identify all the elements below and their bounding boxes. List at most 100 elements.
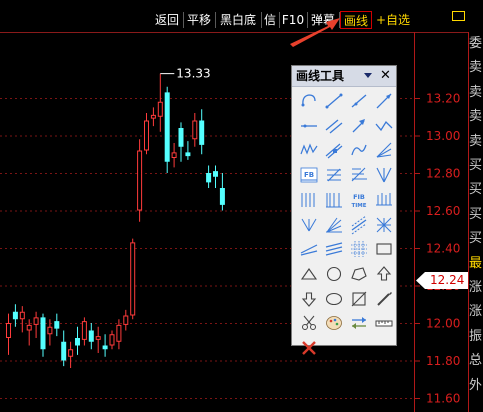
gann-fan-tool-icon[interactable]: [374, 140, 394, 160]
window-toggle-icon[interactable]: [452, 11, 465, 21]
order-book-label: 涨: [469, 280, 483, 295]
draw-line-button[interactable]: 画线: [340, 11, 372, 29]
fibonacci-tool-icon[interactable]: FB: [299, 165, 319, 185]
order-book-label: 买: [469, 206, 483, 222]
price-channel-tool-icon[interactable]: [324, 140, 344, 160]
candle: [68, 341, 74, 368]
rays-tool-icon[interactable]: [299, 239, 319, 259]
candle-body-down: [199, 120, 205, 145]
zigzag-tool-icon[interactable]: [374, 116, 394, 136]
ellipse-tool-icon[interactable]: [324, 289, 344, 309]
candle: [144, 113, 149, 155]
back-button[interactable]: 返回: [154, 13, 179, 27]
order-book-label: 总: [469, 353, 483, 369]
kline-chart[interactable]: 13.2013.0012.8012.6012.4012.2012.0011.80…: [0, 32, 469, 412]
grid-tool-icon[interactable]: [349, 239, 369, 259]
drawing-tools-panel: 画线工具 ✕ FB FIB TIME: [291, 65, 397, 355]
y-tick-label: 12.80: [426, 167, 460, 181]
line-segment-tool-icon[interactable]: [324, 91, 344, 111]
order-book-label: 买: [469, 231, 483, 247]
triple-lines-tool-icon[interactable]: [324, 239, 344, 259]
candle: [75, 326, 80, 355]
drawing-tools-title: 画线工具: [296, 69, 345, 83]
shape-tool-icon[interactable]: [349, 264, 369, 284]
info-button[interactable]: 信: [263, 13, 276, 27]
candle: [171, 143, 177, 168]
wave-tool-icon[interactable]: [299, 140, 319, 160]
order-book-label: 买: [469, 158, 483, 173]
candle-body-up: [150, 114, 156, 119]
angle-fan-tool-icon[interactable]: [374, 165, 394, 185]
candle: [116, 319, 122, 350]
candle: [130, 238, 136, 320]
down-arrow-mark-tool-icon[interactable]: [299, 289, 319, 309]
candle-body-down: [185, 152, 191, 157]
y-tick-label: 11.80: [426, 354, 460, 368]
candle-body-up: [6, 323, 11, 338]
candle: [102, 334, 108, 357]
drawing-tools-titlebar[interactable]: 画线工具 ✕: [292, 66, 396, 87]
crossed-shape-tool-icon[interactable]: [349, 289, 369, 309]
toolbar-divider: [339, 12, 340, 28]
palette-tool-icon[interactable]: [324, 313, 344, 333]
vertical-lines-tool-icon[interactable]: [299, 190, 319, 210]
candle-body-up: [116, 324, 122, 342]
black-white-bg-button[interactable]: 黑白底: [219, 13, 256, 27]
delete-tool-icon[interactable]: [299, 338, 319, 358]
tick-lines-tool-icon[interactable]: [374, 190, 394, 210]
candle-body-up: [144, 120, 149, 151]
candle-body-down: [206, 173, 212, 183]
svg-text:FB: FB: [304, 171, 314, 179]
speed-lines-tool-icon[interactable]: [324, 215, 344, 235]
candle: [157, 73, 163, 132]
linear-regression-tool-icon[interactable]: [349, 215, 369, 235]
candle: [61, 330, 67, 367]
candle-body-up: [26, 324, 32, 331]
pan-button[interactable]: 平移: [186, 13, 211, 27]
rectangle-tool-icon[interactable]: [374, 239, 394, 259]
toolbar-divider: [261, 12, 262, 28]
measure-tool-icon[interactable]: [374, 313, 394, 333]
arrow-line-tool-icon[interactable]: [374, 91, 394, 111]
candle-body-up: [137, 150, 143, 211]
order-book-label: 买: [469, 182, 483, 198]
arc-tool-icon[interactable]: [299, 91, 319, 111]
cycle-lines-tool-icon[interactable]: [324, 190, 344, 210]
candle: [109, 330, 115, 350]
triangle-tool-icon[interactable]: [299, 264, 319, 284]
order-book-label: 最: [469, 255, 483, 271]
candle-body-up: [47, 326, 53, 335]
cross-lines-tool-icon[interactable]: [374, 215, 394, 235]
candle-body-down: [164, 92, 170, 162]
candle: [6, 313, 11, 355]
ray-tool-icon[interactable]: [349, 91, 369, 111]
candle-body-up: [123, 315, 129, 325]
up-arrow-mark-tool-icon[interactable]: [374, 264, 394, 284]
candle-body-up: [95, 336, 101, 340]
curve-tool-icon[interactable]: [349, 140, 369, 160]
f10-button[interactable]: F10: [281, 13, 305, 27]
extension-tool-icon[interactable]: [349, 165, 369, 185]
candle: [213, 165, 218, 188]
fib-time-tool-icon[interactable]: FIB TIME: [349, 190, 369, 210]
candle-body-down: [61, 341, 67, 361]
dropdown-arrow-icon[interactable]: [364, 73, 372, 78]
scissors-tool-icon[interactable]: [299, 313, 319, 333]
fan-lines-tool-icon[interactable]: [299, 215, 319, 235]
candle-body-up: [157, 101, 163, 117]
up-arrow-tool-icon[interactable]: [349, 116, 369, 136]
pencil-tool-icon[interactable]: [374, 289, 394, 309]
candle-body-down: [40, 317, 46, 350]
candle-body-down: [75, 338, 80, 346]
horizontal-line-tool-icon[interactable]: [299, 116, 319, 136]
candle-body-down: [219, 188, 225, 205]
close-icon[interactable]: ✕: [380, 68, 391, 83]
y-tick-label: 13.20: [426, 92, 460, 106]
fib-lines-tool-icon[interactable]: [324, 165, 344, 185]
circle-tool-icon[interactable]: [324, 264, 344, 284]
add-watchlist-button[interactable]: +自选: [375, 13, 411, 27]
candle-body-up: [171, 152, 177, 158]
swap-tool-icon[interactable]: [349, 313, 369, 333]
order-book-label: 外: [469, 377, 483, 393]
parallel-lines-tool-icon[interactable]: [324, 116, 344, 136]
